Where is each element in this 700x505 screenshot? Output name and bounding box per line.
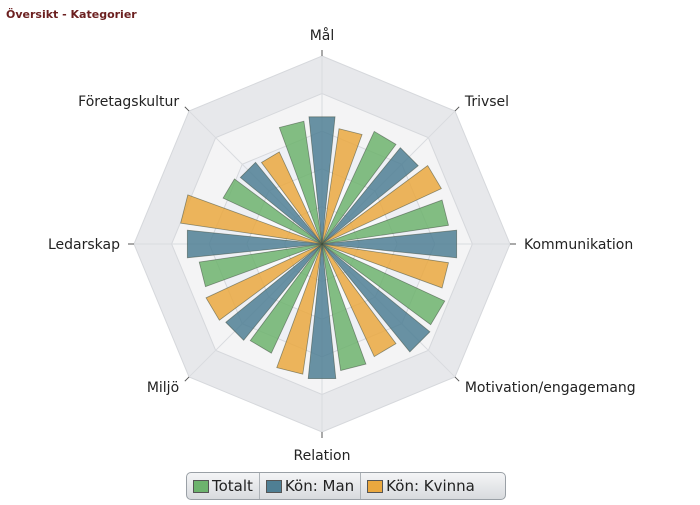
- axis-tick-1: [454, 106, 460, 112]
- legend-label-man: Kön: Man: [284, 477, 355, 495]
- bar-3-2[interactable]: [321, 243, 397, 358]
- axis-tick-5: [184, 376, 190, 382]
- bar-6-1[interactable]: [186, 229, 323, 259]
- axis-label-5: Miljö: [147, 380, 179, 396]
- bar-1-2[interactable]: [321, 164, 442, 245]
- bar-7-0[interactable]: [222, 178, 323, 245]
- bar-6-2[interactable]: [180, 194, 323, 245]
- legend-item-totalt[interactable]: Totalt: [187, 473, 260, 499]
- bar-0-0[interactable]: [278, 120, 323, 245]
- axis-label-2: Kommunikation: [524, 237, 633, 253]
- bar-1-0[interactable]: [321, 130, 397, 245]
- axis-label-1: Trivsel: [464, 94, 509, 110]
- page-title: Översikt - Kategorier: [6, 8, 137, 21]
- legend-swatch-man: [265, 479, 282, 493]
- axis-label-6: Ledarskap: [48, 237, 120, 253]
- bar-7-2[interactable]: [260, 151, 323, 245]
- bar-5-2[interactable]: [205, 243, 323, 321]
- chart-bars: [180, 116, 458, 380]
- legend-label-kvinna: Kön: Kvinna: [386, 477, 475, 495]
- legend: Totalt Kön: Man Kön: Kvinna: [186, 472, 506, 500]
- axis-label-7: Företagskultur: [78, 94, 179, 110]
- bar-3-0[interactable]: [321, 243, 446, 326]
- bar-4-0[interactable]: [321, 243, 367, 371]
- bar-7-1[interactable]: [239, 161, 323, 245]
- bar-1-1[interactable]: [321, 147, 419, 245]
- bar-0-1[interactable]: [308, 116, 336, 245]
- bar-6-0[interactable]: [198, 243, 323, 288]
- bar-2-2[interactable]: [321, 243, 449, 289]
- bar-5-1[interactable]: [225, 243, 323, 341]
- axis-label-4: Relation: [294, 448, 351, 464]
- axis-tick-7: [184, 106, 190, 112]
- bar-3-1[interactable]: [321, 243, 431, 353]
- bar-5-0[interactable]: [249, 243, 323, 354]
- bar-0-2[interactable]: [321, 128, 363, 245]
- legend-swatch-kvinna: [367, 479, 384, 493]
- axis-label-3: Motivation/engagemang: [465, 380, 636, 396]
- bar-4-1[interactable]: [307, 243, 337, 380]
- bar-4-2[interactable]: [276, 243, 323, 375]
- legend-swatch-totalt: [193, 479, 209, 493]
- axis-label-0: Mål: [310, 27, 335, 44]
- bar-2-0[interactable]: [321, 199, 449, 245]
- axis-tick-3: [454, 376, 460, 382]
- legend-label-totalt: Totalt: [212, 477, 253, 495]
- radar-chart: Mål Trivsel Kommunikation Motivation/engage…: [48, 27, 636, 464]
- axis-labels: Mål Trivsel Kommunikation Motivation/engage…: [48, 27, 636, 464]
- legend-item-kvinna[interactable]: Kön: Kvinna: [361, 473, 481, 499]
- bar-2-1[interactable]: [321, 229, 458, 259]
- legend-item-man[interactable]: Kön: Man: [260, 473, 362, 499]
